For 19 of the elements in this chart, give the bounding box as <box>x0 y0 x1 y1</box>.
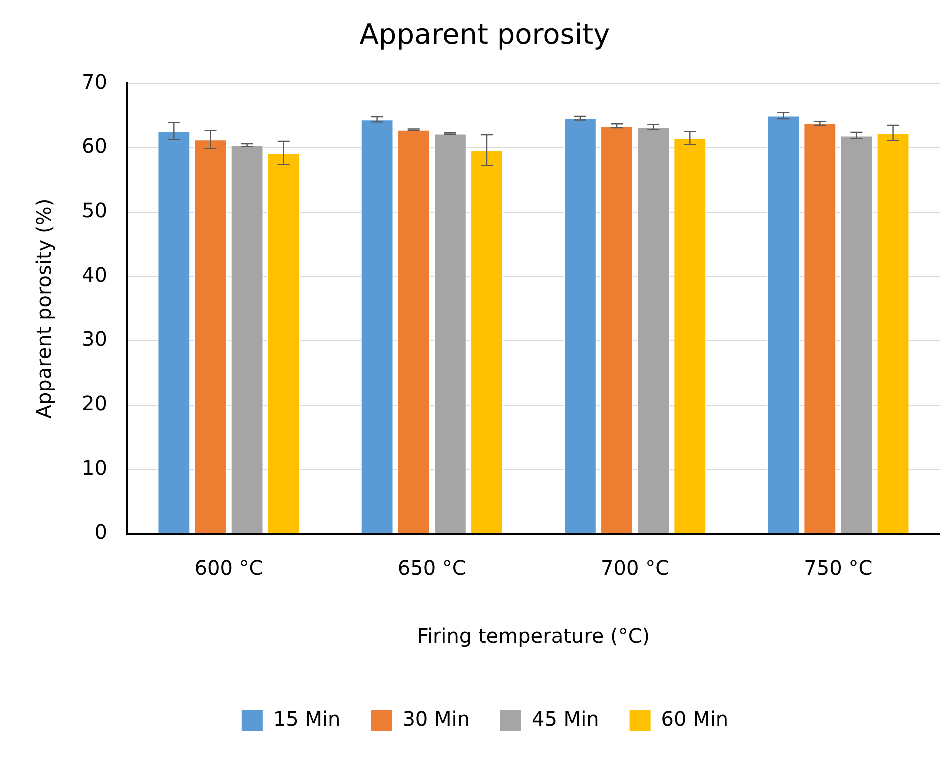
legend-label: 15 Min <box>273 707 341 732</box>
x-tick-label: 750 °C <box>804 556 873 580</box>
y-tick-label: 60 <box>82 134 108 158</box>
legend-label: 45 Min <box>532 707 600 732</box>
y-tick-label: 70 <box>82 70 108 94</box>
chart-title: Apparent porosity <box>360 18 610 52</box>
y-tick-label: 20 <box>82 392 108 416</box>
x-tick-label: 600 °C <box>194 556 264 580</box>
y-tick-label: 30 <box>82 327 108 352</box>
legend-label: 30 Min <box>402 707 470 732</box>
legend-label: 60 Min <box>661 707 729 732</box>
y-tick-label: 10 <box>82 456 108 480</box>
x-axis-title: Firing temperature (°C) <box>417 624 650 648</box>
y-tick-label: 50 <box>82 198 108 222</box>
x-tick-label: 700 °C <box>601 556 670 580</box>
y-axis-title: Apparent porosity (%) <box>32 198 56 419</box>
y-tick-label: 0 <box>94 520 108 544</box>
x-tick-label: 650 °C <box>398 556 466 580</box>
y-tick-label: 40 <box>82 262 108 287</box>
